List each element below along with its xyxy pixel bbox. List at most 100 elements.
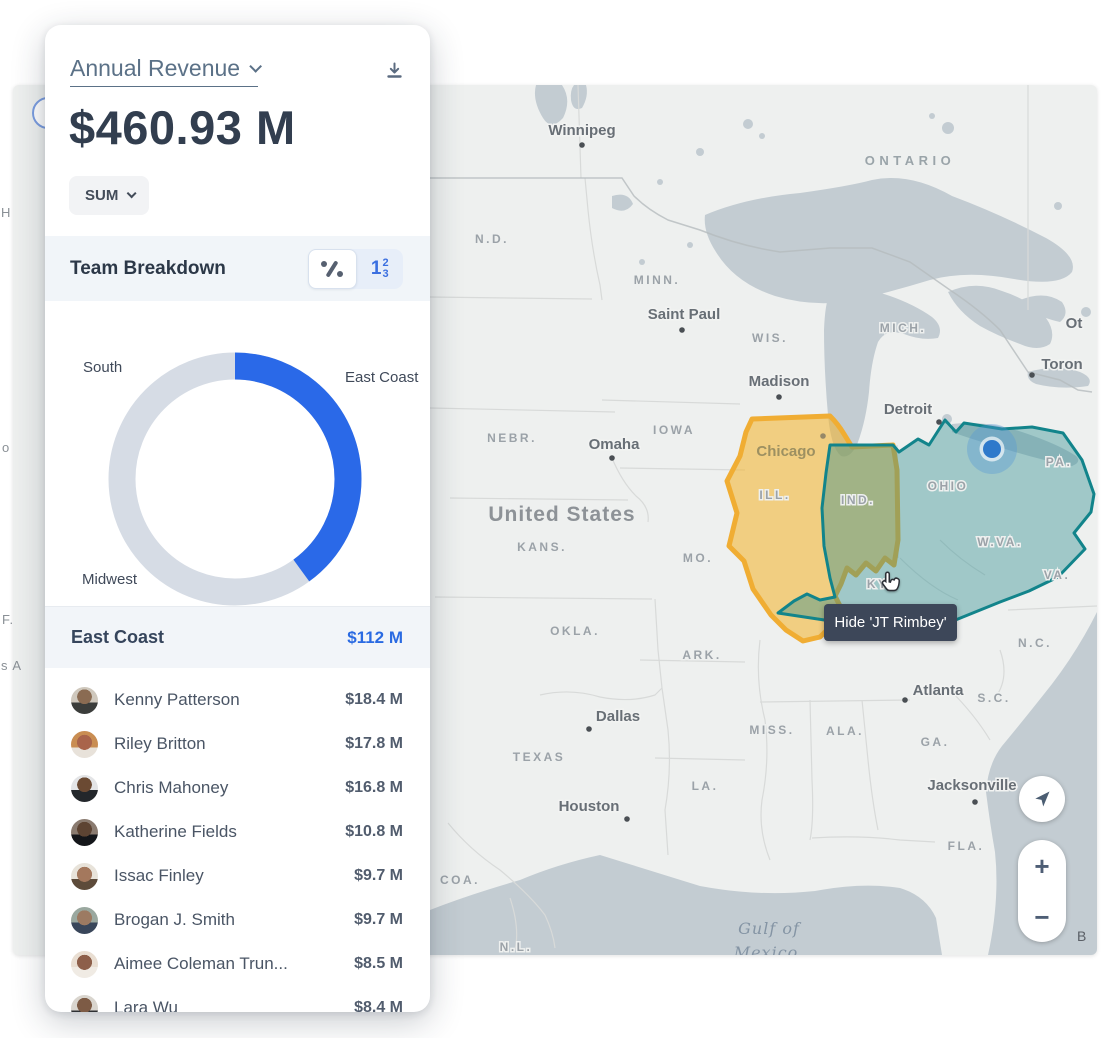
selected-team-name: East Coast bbox=[71, 627, 165, 647]
avatar bbox=[71, 818, 98, 846]
list-item[interactable]: Aimee Coleman Trun... $8.5 M bbox=[71, 942, 403, 986]
avatar bbox=[71, 686, 98, 714]
map-label-coa: COA. bbox=[440, 873, 480, 887]
territory-yellow-illinois-indiana[interactable] bbox=[724, 413, 901, 644]
edge-fragment: F. bbox=[2, 612, 15, 627]
edge-fragment: s A bbox=[1, 658, 23, 673]
panel-header: Annual Revenue bbox=[45, 25, 430, 87]
team-donut-chart: South East Coast Midwest bbox=[45, 301, 430, 606]
city-dots bbox=[579, 142, 1035, 822]
map-label-chicago: Chicago bbox=[756, 443, 815, 460]
map-label-madison: Madison bbox=[749, 373, 810, 390]
map-label-ark: ARK. bbox=[682, 648, 721, 662]
member-value: $8.5 M bbox=[354, 955, 403, 972]
zoom-in-button[interactable]: + bbox=[1018, 840, 1066, 891]
donut-label-midwest: Midwest bbox=[82, 571, 138, 588]
map-label-houston: Houston bbox=[559, 798, 620, 815]
map-label-ga: GA. bbox=[921, 735, 950, 749]
donut-segment-east-coast[interactable] bbox=[108, 352, 362, 606]
hand-cursor-icon bbox=[881, 571, 901, 592]
member-name: Riley Britton bbox=[114, 734, 206, 753]
map-label-gulf-line2: Mexico bbox=[733, 943, 799, 955]
zoom-out-button[interactable]: − bbox=[1018, 891, 1066, 942]
download-button[interactable] bbox=[385, 61, 404, 83]
metric-selector[interactable]: Annual Revenue bbox=[70, 55, 263, 87]
map-label-ohio: OHIO bbox=[928, 479, 969, 493]
map-label-atlanta: Atlanta bbox=[913, 682, 964, 699]
member-name: Brogan J. Smith bbox=[114, 910, 235, 929]
list-item[interactable]: Lara Wu $8.4 M bbox=[71, 986, 403, 1012]
selected-team-row[interactable]: East Coast $112 M bbox=[45, 606, 430, 668]
total-revenue-value: $460.93 M bbox=[69, 101, 296, 154]
map-label-nc: N.C. bbox=[1018, 636, 1052, 650]
member-value: $18.4 M bbox=[345, 691, 403, 708]
member-name: Issac Finley bbox=[114, 866, 204, 885]
percent-view-button[interactable] bbox=[308, 248, 357, 289]
avatar bbox=[71, 906, 98, 934]
map-label-ontario: ONTARIO bbox=[865, 153, 955, 168]
hide-territory-tooltip: Hide 'JT Rimbey' bbox=[824, 604, 957, 641]
member-list: Kenny Patterson $18.4 M Riley Britton $1… bbox=[45, 668, 430, 1012]
map-label-ala: ALA. bbox=[826, 724, 864, 738]
map-label-detroit: Detroit bbox=[884, 401, 932, 418]
selected-team-value: $112 M bbox=[347, 627, 403, 647]
map-label-va: VA. bbox=[1044, 568, 1071, 582]
locate-me-button[interactable] bbox=[1019, 776, 1065, 822]
member-value: $10.8 M bbox=[345, 823, 403, 840]
member-value: $17.8 M bbox=[345, 735, 403, 752]
map-marker[interactable] bbox=[967, 424, 1017, 474]
member-value: $9.7 M bbox=[354, 911, 403, 928]
map-label-minn: MINN. bbox=[634, 273, 681, 287]
map-label-fla: FLA. bbox=[948, 839, 985, 853]
metric-selector-label: Annual Revenue bbox=[70, 55, 241, 81]
map-label-nd: N.D. bbox=[475, 232, 509, 246]
territory-teal-jt-rimbey[interactable] bbox=[776, 418, 1096, 634]
zoom-controls: + − bbox=[1018, 840, 1066, 942]
country-border bbox=[430, 177, 1093, 393]
map-label-mo: MO. bbox=[683, 551, 713, 565]
download-icon bbox=[387, 62, 402, 78]
member-value: $16.8 M bbox=[345, 779, 403, 796]
list-item[interactable]: Brogan J. Smith $9.7 M bbox=[71, 898, 403, 942]
donut-label-south: South bbox=[83, 359, 123, 376]
member-value: $9.7 M bbox=[354, 867, 403, 884]
avatar bbox=[71, 730, 98, 758]
list-item[interactable]: Katherine Fields $10.8 M bbox=[71, 810, 403, 854]
aggregation-selector[interactable]: SUM bbox=[69, 176, 150, 215]
state-borders bbox=[429, 85, 1097, 951]
map-label-jacksonville: Jacksonville bbox=[927, 777, 1016, 794]
map-label-pa: PA. bbox=[1046, 455, 1073, 469]
avatar bbox=[71, 774, 98, 802]
list-item[interactable]: Kenny Patterson $18.4 M bbox=[71, 678, 403, 722]
edge-fragment: o bbox=[2, 440, 11, 455]
map-label-okla: OKLA. bbox=[550, 624, 600, 638]
donut-label-east-coast: East Coast bbox=[345, 369, 419, 386]
avatar bbox=[71, 950, 98, 978]
list-item[interactable]: Issac Finley $9.7 M bbox=[71, 854, 403, 898]
map-label-mich: MICH. bbox=[880, 321, 927, 335]
list-item[interactable]: Riley Britton $17.8 M bbox=[71, 722, 403, 766]
lakes-water bbox=[430, 85, 1097, 955]
map-label-toronto: Toron bbox=[1041, 356, 1082, 373]
map-label-winnipeg: Winnipeg bbox=[548, 122, 615, 139]
map-attribution: B bbox=[1077, 928, 1087, 944]
map-label-saint-paul: Saint Paul bbox=[648, 306, 721, 323]
map-label-nebr: NEBR. bbox=[487, 431, 537, 445]
member-value: $8.4 M bbox=[354, 999, 403, 1012]
map-label-texas: TEXAS bbox=[513, 750, 566, 764]
navigation-arrow-icon bbox=[1035, 791, 1050, 807]
map-base-svg: ONTARIO United States N.D. MINN. WIS. MI… bbox=[429, 85, 1097, 955]
map-label-wis: WIS. bbox=[752, 331, 788, 345]
edge-fragment: H bbox=[1, 205, 12, 220]
map-label-wva: W.VA. bbox=[977, 535, 1023, 549]
map-label-la: LA. bbox=[692, 779, 719, 793]
donut-svg bbox=[108, 352, 362, 606]
map-label-omaha: Omaha bbox=[589, 436, 641, 453]
map-label-ind: IND. bbox=[841, 493, 875, 507]
chevron-down-icon bbox=[127, 188, 137, 199]
list-item[interactable]: Chris Mahoney $16.8 M bbox=[71, 766, 403, 810]
percent-icon bbox=[321, 259, 344, 278]
